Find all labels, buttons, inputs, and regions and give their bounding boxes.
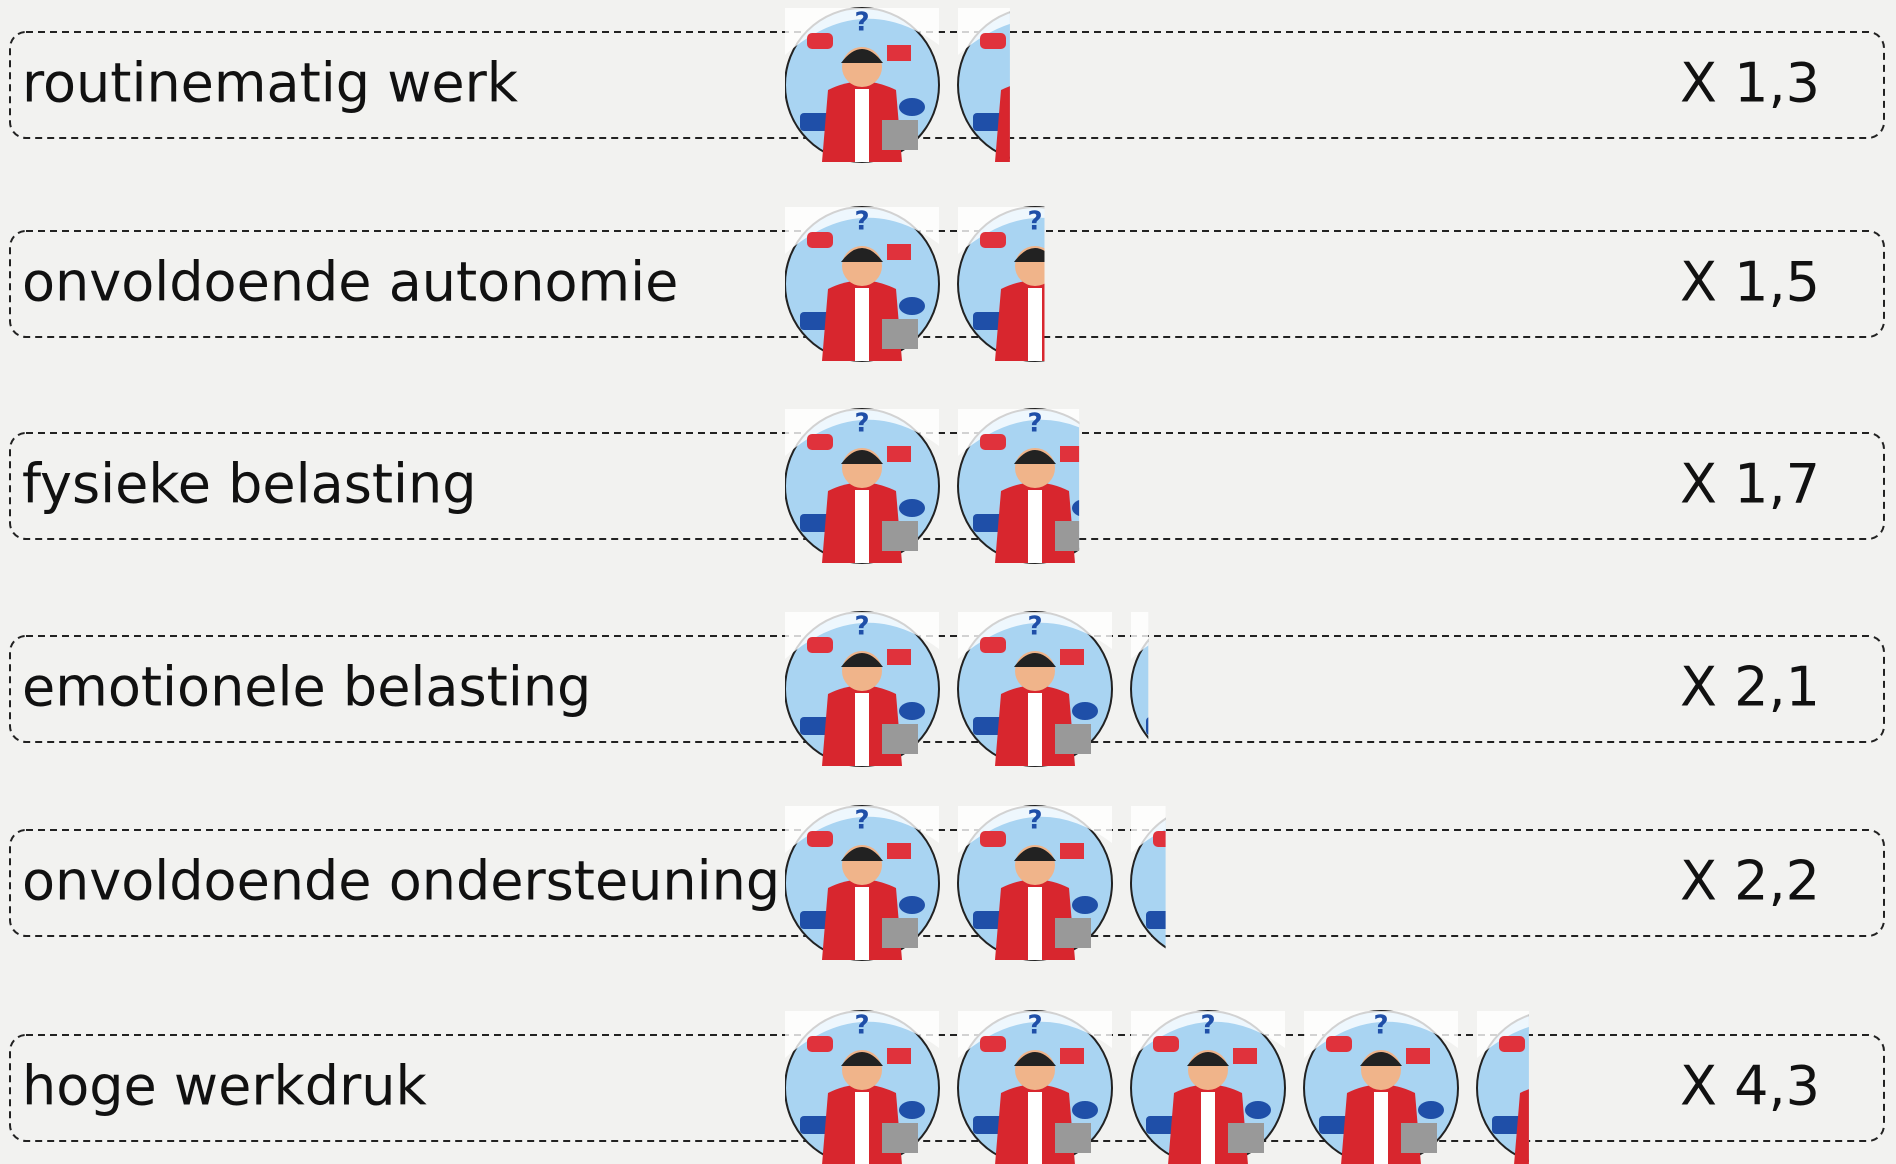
icon-row: ??	[785, 7, 1010, 163]
svg-text:?: ?	[1027, 806, 1042, 836]
category-label: fysieke belasting	[22, 453, 477, 516]
svg-text:?: ?	[1027, 207, 1042, 237]
value-label: X 1,3	[1680, 52, 1820, 115]
value-label: X 1,7	[1680, 453, 1820, 516]
category-label: hoge werkdruk	[22, 1055, 427, 1118]
svg-text:?: ?	[1027, 612, 1042, 642]
row-frame	[9, 31, 1885, 139]
category-label: onvoldoende autonomie	[22, 251, 678, 314]
svg-text:?: ?	[854, 806, 869, 836]
svg-text:?: ?	[1373, 1011, 1388, 1041]
icon-row: ??	[785, 408, 1080, 564]
row-frame	[9, 230, 1885, 338]
svg-text:?: ?	[854, 1011, 869, 1041]
icon-row: ???	[785, 611, 1149, 767]
value-label: X 2,2	[1680, 850, 1820, 913]
row-frame	[9, 1034, 1885, 1142]
svg-text:?: ?	[854, 8, 869, 38]
svg-text:?: ?	[854, 207, 869, 237]
value-label: X 2,1	[1680, 656, 1820, 719]
icon-row: ?????	[785, 1010, 1529, 1164]
svg-text:?: ?	[1027, 409, 1042, 439]
category-label: onvoldoende ondersteuning	[22, 850, 780, 913]
value-label: X 4,3	[1680, 1055, 1820, 1118]
icon-row: ???	[785, 805, 1166, 961]
value-label: X 1,5	[1680, 251, 1820, 314]
icon-row: ??	[785, 206, 1045, 362]
svg-text:?: ?	[854, 409, 869, 439]
row-frame	[9, 829, 1885, 937]
category-label: emotionele belasting	[22, 656, 591, 719]
row-frame	[9, 432, 1885, 540]
svg-text:?: ?	[1027, 1011, 1042, 1041]
svg-text:?: ?	[854, 612, 869, 642]
svg-text:?: ?	[1200, 1011, 1215, 1041]
category-label: routinematig werk	[22, 52, 519, 115]
row-frame	[9, 635, 1885, 743]
